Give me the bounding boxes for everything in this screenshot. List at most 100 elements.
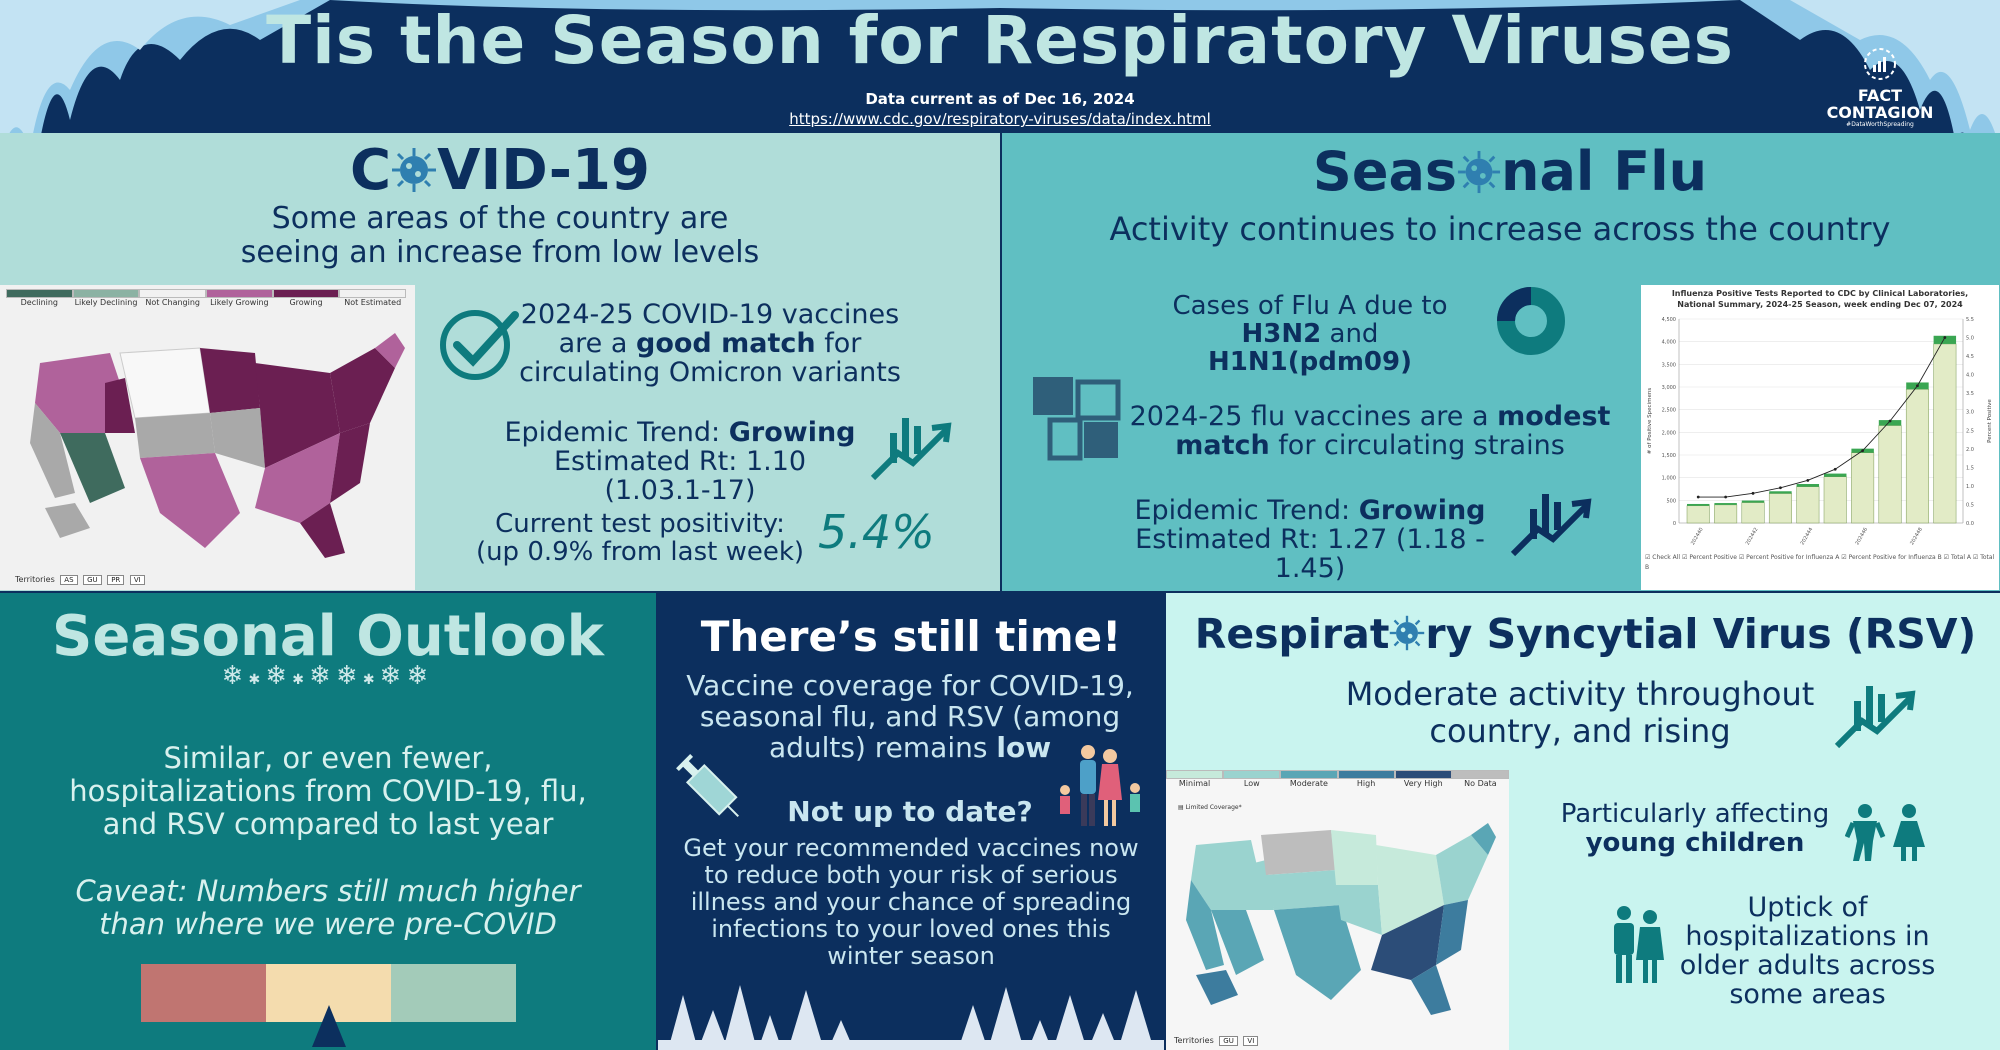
outlook-caveat-line2: than where we were pre-COVID <box>99 907 557 941</box>
bar-total-b <box>1824 473 1847 477</box>
x-tick-label: 202446 <box>1854 527 1869 547</box>
trend-up-icon <box>1510 494 1592 557</box>
legend-item[interactable]: ☑ Check All <box>1645 554 1681 561</box>
territory-tag[interactable]: VI <box>1243 1036 1259 1046</box>
x-tick-label: 202442 <box>1745 527 1760 547</box>
rsv-heading: Respirat ry Syncytial Virus (RSV) <box>1178 610 1993 658</box>
territory-tag[interactable]: GU <box>83 575 102 585</box>
snowflake-icon: ❄ <box>221 661 244 691</box>
y-tick-label: 2,000 <box>1662 430 1676 436</box>
not-up-to-date-heading: Not up to date? <box>787 795 1033 828</box>
covid-vaccine-line3: circulating Omicron variants <box>519 357 901 388</box>
y-tick-label: 3,500 <box>1662 362 1676 368</box>
legend-swatch <box>1451 770 1510 779</box>
legend-item[interactable]: ☑ Total A <box>1943 554 1971 561</box>
text-span: and <box>1321 319 1379 349</box>
text-bold: low <box>996 731 1052 764</box>
y2-tick-label: 5.5 <box>1966 317 1974 323</box>
chart-legend: ☑ Check All ☑ Percent Positive ☑ Percent… <box>1645 553 1995 573</box>
chart-title-line1: Influenza Positive Tests Reported to CDC… <box>1671 289 1969 298</box>
outlook-body-line1: Similar, or even fewer, <box>163 741 493 775</box>
map-legend-item: Moderate <box>1280 770 1338 788</box>
snowflake-icon: ❄ <box>265 661 288 691</box>
page-title: Tis the Season for Respiratory Viruses <box>266 2 1734 79</box>
y2-tick-label: 1.5 <box>1966 465 1974 471</box>
legend-swatch <box>1280 770 1338 779</box>
text-span: adults) remains <box>768 731 997 764</box>
text-bold: modest <box>1497 401 1611 432</box>
y2-tick-label: 0.5 <box>1966 502 1974 508</box>
y2-tick-label: 0.0 <box>1966 521 1974 527</box>
bar-total-b <box>1933 335 1957 344</box>
map-legend-item: Not Changing <box>139 289 207 307</box>
text-span: are a <box>558 328 636 359</box>
text-span: 2024-25 flu vaccines are a <box>1129 401 1498 432</box>
flu-positive-tests-chart: Influenza Positive Tests Reported to CDC… <box>1641 285 1999 590</box>
rsv-map-legend: Minimal Low Moderate High Very High No Data <box>1166 770 1510 788</box>
bar-total-a <box>1823 476 1847 524</box>
territory-tag[interactable]: VI <box>129 575 145 585</box>
source-link[interactable]: https://www.cdc.gov/respiratory-viruses/… <box>789 110 1211 128</box>
time-body: Get your recommended vaccines now to red… <box>665 835 1157 970</box>
territory-tag[interactable]: AS <box>60 575 78 585</box>
outlook-body: Similar, or even fewer, hospitalizations… <box>20 742 636 841</box>
legend-label: Check All <box>1652 554 1681 561</box>
bar-total-a <box>1878 425 1902 524</box>
text-bold: Growing <box>728 417 856 448</box>
legend-swatch <box>339 289 407 298</box>
legend-label: Very High <box>1403 779 1443 788</box>
legend-label: Likely Growing <box>210 298 269 307</box>
percent-positive-line <box>1698 337 1946 498</box>
y2-tick-label: 4.0 <box>1966 373 1974 379</box>
legend-item[interactable]: ☑ Total B <box>1645 554 1995 571</box>
covid-positivity-line1: Current test positivity: <box>495 509 785 539</box>
text-span: for <box>815 328 862 359</box>
bar-total-b <box>1687 503 1710 506</box>
covid-rt-map: Declining Likely Declining Not Changing Lik… <box>0 285 415 590</box>
rsv-territories: Territories GU VI <box>1174 1036 1259 1046</box>
syringe-icon <box>676 754 739 817</box>
time-coverage-line2: seasonal flu, and RSV (among <box>699 700 1121 733</box>
legend-label: Low <box>1243 779 1260 788</box>
legend-item[interactable]: ☑ Percent Positive for Influenza A <box>1738 554 1840 561</box>
logo-line-contagion: CONTAGION <box>1826 103 1934 122</box>
snowflake-icon: ❄ <box>406 661 429 691</box>
percent-positive-point <box>1833 467 1837 471</box>
bar-total-b <box>1878 420 1902 426</box>
legend-label: Moderate <box>1289 779 1328 788</box>
rsv-sub-line2: country, and rising <box>1429 712 1731 750</box>
snowy-trees-decoration <box>658 985 1164 1050</box>
legend-swatch <box>1394 770 1452 779</box>
legend-label: Total B <box>1645 554 1995 571</box>
legend-item[interactable]: ☑ Percent Positive for Influenza B <box>1841 554 1942 561</box>
bar-total-a <box>1851 452 1875 524</box>
flu-heading-post: nal Flu <box>1501 140 1708 203</box>
y-tick-label: 4,000 <box>1662 340 1676 346</box>
rsv-adults-line2: hospitalizations in <box>1685 921 1930 952</box>
outlook-caveat: Caveat: Numbers still much higher than w… <box>20 875 636 941</box>
flu-heading: Seas nal Flu <box>1300 140 1720 203</box>
header-banner <box>0 0 2000 133</box>
rsv-activity-map: Minimal Low Moderate High Very High No Data ▤… <box>1166 770 1510 1050</box>
covid-subheading: Some areas of the country are seeing an … <box>100 202 900 270</box>
covid-territories-label: Territories <box>15 575 55 584</box>
virus-icon <box>1390 615 1425 651</box>
covid-vaccine-line2: are a good match for <box>510 329 910 358</box>
legend-label: Not Estimated <box>344 298 402 307</box>
covid-heading: C VID-19 <box>340 138 660 203</box>
territory-tag[interactable]: GU <box>1219 1036 1238 1046</box>
logo-line-fact: FACT <box>1857 86 1903 105</box>
covid-heading-post: VID-19 <box>437 138 650 203</box>
bar-total-a <box>1714 504 1738 524</box>
y-tick-label: 500 <box>1666 498 1676 504</box>
territory-tag[interactable]: PR <box>107 575 125 585</box>
legend-item[interactable]: ☑ Percent Positive <box>1682 554 1737 561</box>
scale-marker-icon <box>312 1005 346 1047</box>
percent-positive-point <box>1888 419 1892 423</box>
y2-axis-label: Percent Positive <box>1987 399 1993 443</box>
covid-positivity-line2: (up 0.9% from last week) <box>475 537 805 567</box>
map-legend-item: Very High <box>1394 770 1452 788</box>
map-legend-item: Likely Declining <box>72 289 140 307</box>
y2-tick-label: 3.0 <box>1966 410 1974 416</box>
flu-heading-pre: Seas <box>1312 140 1458 203</box>
